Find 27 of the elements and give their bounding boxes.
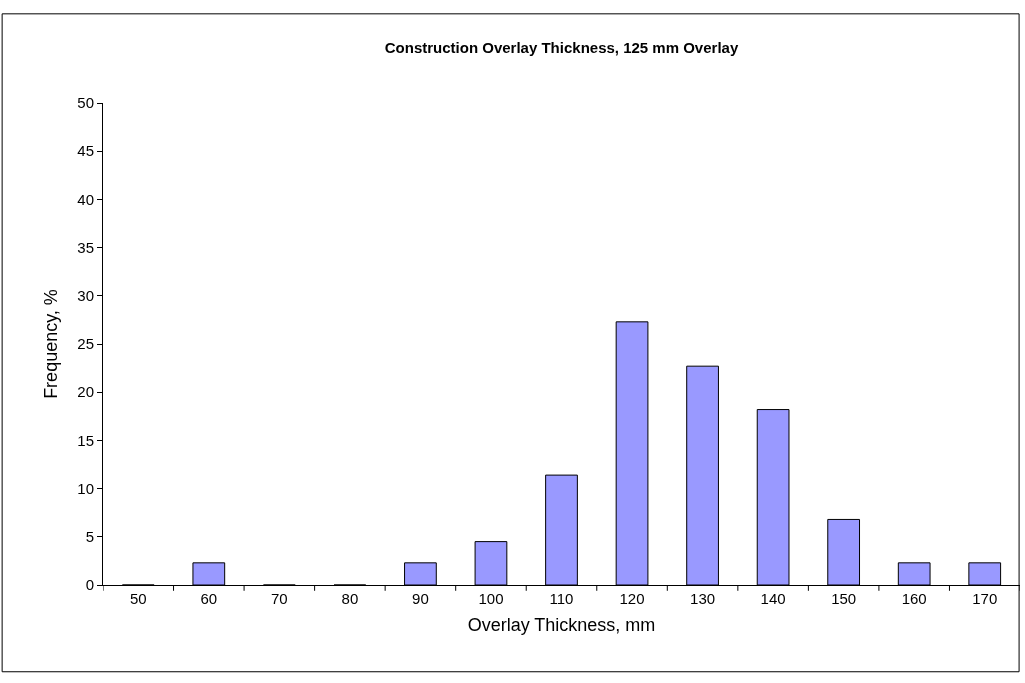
x-tick-label: 70 [271, 590, 288, 607]
x-tick-label: 60 [200, 590, 218, 607]
y-tick-label: 10 [77, 479, 94, 497]
x-tick-label: 150 [831, 590, 857, 607]
y-axis-title: Frequency, % [40, 289, 61, 399]
x-tick-label: 110 [549, 590, 574, 607]
x-tick-label: 80 [341, 590, 359, 607]
y-tick-label: 20 [77, 383, 94, 401]
y-tick-label: 15 [77, 431, 94, 449]
x-axis-title: Overlay Thickness, mm [467, 615, 656, 636]
y-tick-label: 50 [77, 94, 94, 112]
chart-title: Construction Overlay Thickness, 125 mm Overlay [384, 39, 739, 57]
x-tick-label: 170 [972, 590, 998, 607]
y-tick-label: 45 [77, 142, 94, 160]
x-tick-label: 120 [619, 590, 645, 607]
y-tick-label: 25 [77, 335, 94, 353]
x-tick-label: 130 [690, 590, 716, 607]
y-tick-label: 35 [77, 238, 94, 256]
y-tick-label: 30 [77, 287, 94, 305]
x-tick-label: 50 [129, 590, 147, 607]
x-tick-label: 160 [901, 590, 927, 607]
x-tick-label: 90 [412, 590, 429, 607]
x-tick-label: 100 [478, 590, 504, 607]
y-tick-label: 40 [77, 190, 94, 208]
y-tick-label: 5 [85, 528, 94, 546]
y-tick-label: 0 [85, 576, 94, 594]
x-tick-label: 140 [760, 590, 786, 607]
